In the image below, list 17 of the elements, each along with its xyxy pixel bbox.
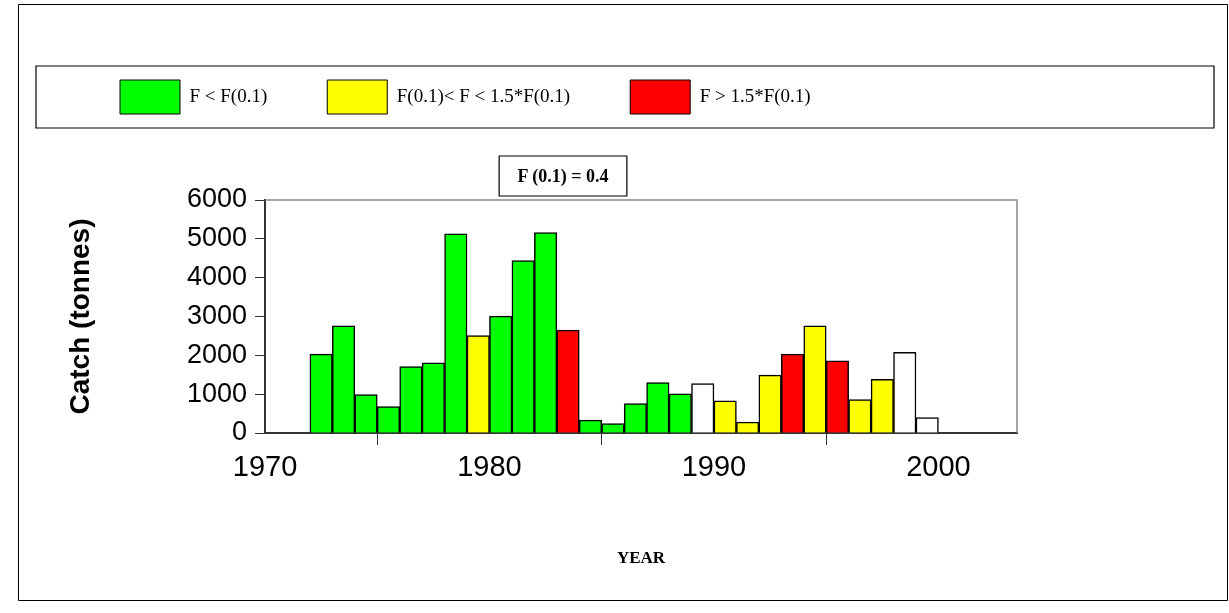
- y-tick-label: 4000: [186, 261, 247, 292]
- y-tick-label: 3000: [186, 299, 247, 330]
- x-tick-label: 1980: [457, 450, 522, 483]
- y-tick-label: 1000: [186, 377, 247, 408]
- text: F (0.1) = 0.4: [517, 165, 609, 187]
- x-axis-title: YEAR: [616, 548, 666, 568]
- x-tick-label: 1970: [232, 450, 298, 483]
- y-tick-label: 2000: [186, 338, 247, 369]
- x-tick-label: 1990: [681, 450, 747, 483]
- x-tick-label: 2000: [906, 450, 971, 483]
- legend-label: F(0.1)< F < 1.5*F(0.1): [396, 84, 571, 107]
- y-tick-label: 5000: [186, 222, 247, 253]
- y-tick-label: 6000: [186, 183, 247, 214]
- legend-label: F > 1.5*F(0.1): [699, 84, 811, 107]
- y-tick-label: 0: [231, 416, 247, 447]
- legend-label: F < F(0.1): [189, 84, 268, 107]
- y-axis-title: Catch (tonnes): [63, 218, 95, 415]
